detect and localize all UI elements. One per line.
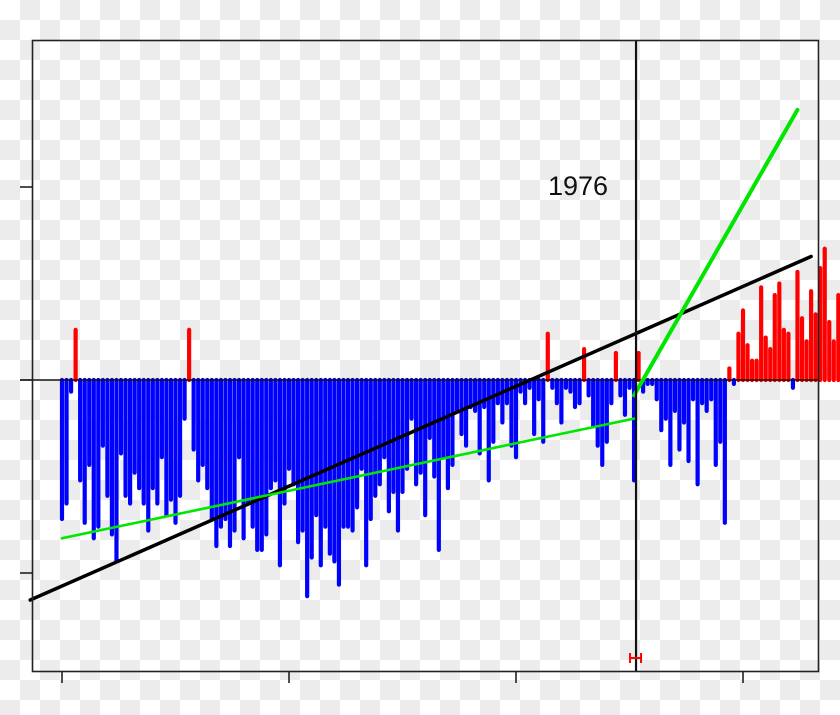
- anomaly-bars: [59, 246, 840, 599]
- trend-lines: [28, 107, 813, 602]
- axis-ticks: [20, 186, 744, 683]
- breakpoint-label: 1976: [548, 171, 609, 201]
- segment-trend-line: [632, 107, 800, 398]
- plot-frame: [31, 39, 820, 673]
- segment-trend-line: [60, 417, 636, 540]
- breakpoint-ci-marker: [629, 653, 643, 663]
